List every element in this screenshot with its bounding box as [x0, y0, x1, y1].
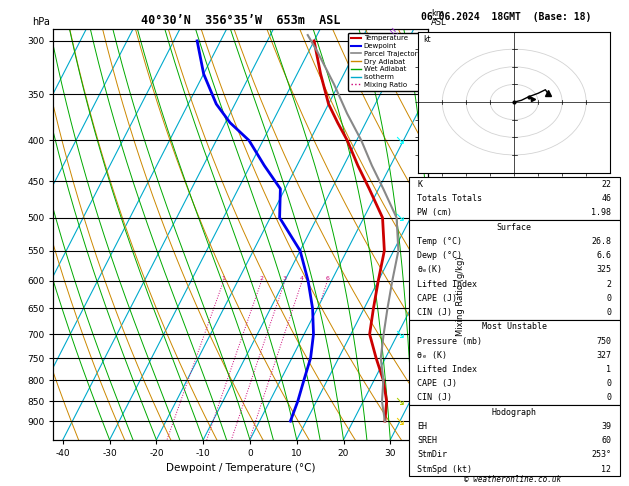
Text: θₑ (K): θₑ (K): [417, 351, 447, 360]
Bar: [409, 405, 620, 476]
Text: 253°: 253°: [591, 451, 611, 459]
Text: K: K: [417, 180, 422, 189]
Text: Temp (°C): Temp (°C): [417, 237, 462, 246]
Text: CAPE (J): CAPE (J): [417, 379, 457, 388]
Title: 40°30’N  356°35’W  653m  ASL: 40°30’N 356°35’W 653m ASL: [141, 14, 340, 27]
X-axis label: Dewpoint / Temperature (°C): Dewpoint / Temperature (°C): [166, 464, 315, 473]
Text: 750: 750: [596, 337, 611, 346]
Text: PW (cm): PW (cm): [417, 208, 452, 217]
Bar: [409, 177, 620, 220]
Text: 0: 0: [606, 294, 611, 303]
Text: 39: 39: [601, 422, 611, 431]
Text: km
ASL: km ASL: [431, 9, 447, 27]
Text: Totals Totals: Totals Totals: [417, 194, 482, 203]
Text: hPa: hPa: [33, 17, 50, 27]
Text: 0: 0: [606, 379, 611, 388]
Text: 22: 22: [601, 180, 611, 189]
Text: 12: 12: [601, 465, 611, 474]
Text: Most Unstable: Most Unstable: [482, 322, 547, 331]
Text: ↘: ↘: [394, 134, 404, 147]
Text: 0: 0: [606, 394, 611, 402]
Text: Mixing Ratio (g/kg): Mixing Ratio (g/kg): [456, 256, 465, 336]
Text: EH: EH: [417, 422, 427, 431]
Text: 06.06.2024  18GMT  (Base: 18): 06.06.2024 18GMT (Base: 18): [421, 12, 591, 22]
Text: θₑ(K): θₑ(K): [417, 265, 442, 275]
Text: StmDir: StmDir: [417, 451, 447, 459]
Text: Hodograph: Hodograph: [492, 408, 537, 417]
Text: 3: 3: [283, 276, 287, 281]
Text: StmSpd (kt): StmSpd (kt): [417, 465, 472, 474]
Bar: [409, 220, 620, 320]
Text: Lifted Index: Lifted Index: [417, 279, 477, 289]
Legend: Temperature, Dewpoint, Parcel Trajectory, Dry Adiabat, Wet Adiabat, Isotherm, Mi: Temperature, Dewpoint, Parcel Trajectory…: [348, 33, 424, 90]
Text: 46: 46: [601, 194, 611, 203]
Text: 1.98: 1.98: [591, 208, 611, 217]
Text: ↘: ↘: [394, 328, 404, 341]
Text: Dewp (°C): Dewp (°C): [417, 251, 462, 260]
Text: 60: 60: [601, 436, 611, 445]
Text: 2: 2: [606, 279, 611, 289]
Text: ↘: ↘: [394, 415, 404, 428]
Text: ↘: ↘: [394, 395, 404, 408]
Text: 327: 327: [596, 351, 611, 360]
Text: 1: 1: [606, 365, 611, 374]
Text: 2: 2: [260, 276, 264, 281]
Text: Pressure (mb): Pressure (mb): [417, 337, 482, 346]
Text: ǃǃ: ǃǃ: [389, 26, 401, 37]
Text: 4: 4: [300, 276, 304, 281]
Text: 0: 0: [606, 308, 611, 317]
Text: ↘: ↘: [394, 211, 404, 224]
Text: kt: kt: [423, 35, 431, 44]
Text: 1: 1: [221, 276, 226, 281]
Text: Surface: Surface: [497, 223, 532, 232]
Bar: [409, 320, 620, 405]
Text: CIN (J): CIN (J): [417, 308, 452, 317]
Text: 26.8: 26.8: [591, 237, 611, 246]
Text: 6.6: 6.6: [596, 251, 611, 260]
Text: SREH: SREH: [417, 436, 437, 445]
Text: © weatheronline.co.uk: © weatheronline.co.uk: [464, 474, 561, 484]
Text: Lifted Index: Lifted Index: [417, 365, 477, 374]
Text: CIN (J): CIN (J): [417, 394, 452, 402]
Text: 325: 325: [596, 265, 611, 275]
Text: CAPE (J): CAPE (J): [417, 294, 457, 303]
Text: 6: 6: [325, 276, 330, 281]
